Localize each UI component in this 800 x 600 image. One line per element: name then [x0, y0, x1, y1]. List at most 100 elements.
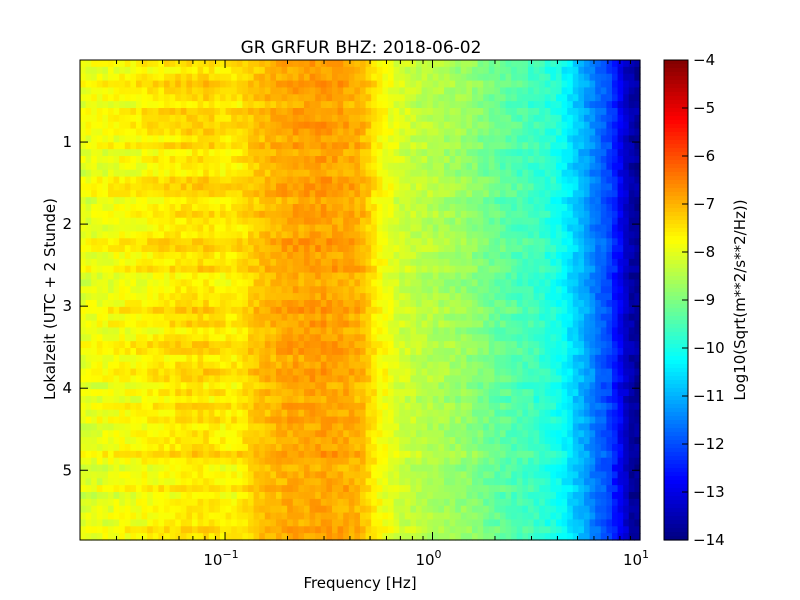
heatmap-cell [220, 306, 227, 315]
heatmap-cell [259, 272, 266, 281]
heatmap-cell [236, 73, 243, 82]
heatmap-cell [220, 444, 227, 452]
heatmap-cell [472, 348, 479, 356]
heatmap-cell [158, 464, 165, 473]
heatmap-cell [472, 224, 479, 233]
heatmap-cell [102, 533, 109, 541]
heatmap-cell [432, 204, 439, 212]
heatmap-cell [348, 327, 355, 335]
heatmap-cell [348, 533, 355, 541]
heatmap-cell [164, 478, 171, 486]
heatmap-cell [416, 519, 423, 527]
heatmap-cell [281, 73, 288, 82]
heatmap-cell [236, 313, 243, 322]
heatmap-cell [136, 348, 143, 356]
heatmap-cell [186, 526, 193, 534]
heatmap-cell [315, 409, 322, 418]
heatmap-cell [264, 471, 271, 479]
heatmap-cell [371, 142, 378, 150]
heatmap-cell [236, 272, 243, 281]
heatmap-cell [91, 396, 98, 404]
heatmap-cell [108, 409, 115, 418]
heatmap-cell [85, 80, 92, 89]
heatmap-cell [292, 478, 299, 486]
heatmap-cell [326, 80, 333, 89]
heatmap-cell [225, 265, 232, 274]
heatmap-cell [460, 348, 467, 356]
heatmap-cell [404, 334, 411, 342]
heatmap-cell [348, 279, 355, 287]
heatmap-cell [158, 238, 165, 246]
heatmap-cell [371, 313, 378, 322]
heatmap-cell [348, 409, 355, 418]
heatmap-cell [225, 190, 232, 198]
heatmap-cell [119, 485, 126, 493]
heatmap-cell [281, 258, 288, 267]
heatmap-cell [147, 320, 154, 329]
heatmap-cell [203, 341, 210, 349]
heatmap-cell [264, 183, 271, 191]
heatmap-cell [421, 368, 428, 377]
heatmap-cell [343, 80, 350, 89]
heatmap-cell [113, 169, 120, 178]
heatmap-cell [225, 361, 232, 370]
heatmap-cell [360, 457, 367, 466]
heatmap-cell [472, 293, 479, 301]
heatmap-cell [455, 375, 462, 383]
heatmap-cell [80, 402, 87, 411]
heatmap-cell [399, 197, 406, 205]
heatmap-cell [186, 101, 193, 109]
heatmap-cell [343, 457, 350, 466]
heatmap-cell [416, 320, 423, 329]
heatmap-cell [169, 183, 176, 191]
heatmap-cell [388, 258, 395, 267]
heatmap-cell [292, 80, 299, 89]
heatmap-cell [124, 485, 131, 493]
heatmap-cell [108, 485, 115, 493]
heatmap-cell [192, 512, 199, 521]
heatmap-cell [270, 252, 277, 260]
heatmap-cell [320, 327, 327, 335]
heatmap-cell [91, 204, 98, 212]
heatmap-cell [113, 183, 120, 191]
heatmap-cell [197, 231, 204, 239]
heatmap-cell [388, 533, 395, 541]
heatmap-cell [348, 217, 355, 226]
heatmap-cell [332, 368, 339, 377]
heatmap-cell [96, 245, 103, 253]
heatmap-cell [186, 73, 193, 82]
heatmap-cell [214, 368, 221, 377]
heatmap-cell [136, 258, 143, 267]
heatmap-cell [169, 258, 176, 267]
heatmap-cell [270, 80, 277, 89]
heatmap-cell [270, 217, 277, 226]
heatmap-cell [365, 485, 372, 493]
heatmap-cell [158, 128, 165, 137]
heatmap-cell [147, 409, 154, 418]
heatmap-cell [343, 334, 350, 342]
heatmap-cell [264, 519, 271, 527]
heatmap-cell [332, 334, 339, 342]
heatmap-cell [326, 375, 333, 383]
heatmap-cell [376, 320, 383, 329]
heatmap-cell [136, 368, 143, 377]
heatmap-cell [220, 142, 227, 150]
heatmap-cell [236, 94, 243, 102]
heatmap-cell [315, 389, 322, 397]
heatmap-cell [416, 190, 423, 198]
heatmap-cell [85, 430, 92, 438]
heatmap-cell [292, 135, 299, 143]
heatmap-cell [175, 437, 182, 445]
heatmap-cell [108, 87, 115, 95]
heatmap-cell [376, 231, 383, 239]
heatmap-cell [225, 279, 232, 287]
heatmap-cell [354, 375, 361, 383]
heatmap-cell [360, 238, 367, 246]
heatmap-cell [360, 224, 367, 233]
heatmap-cell [136, 204, 143, 212]
heatmap-cell [248, 80, 255, 89]
heatmap-cell [203, 368, 210, 377]
heatmap-cell [427, 265, 434, 274]
heatmap-cell [432, 375, 439, 383]
heatmap-cell [399, 437, 406, 445]
